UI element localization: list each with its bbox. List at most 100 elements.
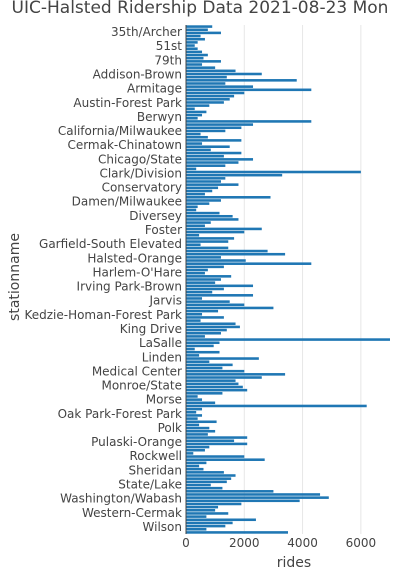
bar: [186, 145, 230, 148]
bar: [186, 167, 197, 171]
bar: [186, 331, 221, 335]
bar: [186, 31, 221, 35]
bar: [186, 113, 203, 117]
bar: [186, 499, 300, 503]
bar: [186, 199, 221, 202]
bar: [186, 104, 210, 107]
bar: [186, 56, 204, 60]
bar: [186, 531, 288, 534]
y-tick-label: Addison-Brown: [93, 67, 182, 81]
bar: [186, 249, 268, 253]
bar: [186, 518, 256, 522]
bar: [186, 350, 220, 354]
bar: [186, 357, 259, 360]
bar: [186, 436, 248, 439]
bar: [186, 347, 195, 351]
bar: [186, 452, 194, 455]
y-tick-label: Diversey: [129, 209, 182, 223]
bar: [186, 309, 219, 313]
bar: [186, 151, 242, 155]
bar: [186, 28, 208, 32]
bar: [186, 512, 229, 515]
x-axis-label: rides: [277, 555, 311, 571]
bar: [186, 37, 205, 41]
bar: [186, 129, 226, 133]
y-tick-label: Conservatory: [102, 181, 182, 195]
bar: [186, 294, 254, 297]
bar: [186, 177, 226, 180]
y-tick-label: Sheridan: [129, 463, 182, 477]
bar: [186, 464, 200, 468]
bar: [186, 417, 198, 420]
y-tick-label: Jarvis: [148, 294, 182, 308]
bar: [186, 306, 274, 310]
y-tick-label: California/Milwaukee: [58, 124, 182, 138]
bar: [186, 515, 207, 518]
bar: [186, 98, 230, 101]
bar: [186, 243, 201, 246]
y-tick-label: Wilson: [143, 520, 182, 534]
bar: [186, 363, 233, 367]
y-tick-label: Chicago/State: [98, 152, 182, 166]
bar: [186, 202, 210, 205]
bar: [186, 376, 262, 379]
bar: [186, 211, 220, 215]
bar: [186, 483, 211, 487]
bar: [186, 53, 208, 57]
bar: [186, 69, 236, 73]
bar: [186, 401, 216, 405]
bar: [186, 268, 208, 272]
bar: [186, 404, 367, 408]
bar: [186, 316, 224, 319]
bar: [186, 218, 239, 221]
y-tick-label: Morse: [146, 393, 182, 407]
bar: [186, 505, 219, 509]
y-tick-label: Garfield-South Elevated: [39, 237, 182, 251]
bar: [186, 328, 227, 332]
bar: [186, 275, 232, 278]
bar: [186, 158, 254, 161]
bar: [186, 110, 207, 114]
y-tick-label: 51st: [156, 39, 183, 53]
bar: [186, 527, 207, 531]
bar: [186, 281, 216, 284]
y-tick-label: Damen/Milwaukee: [72, 195, 182, 209]
bar: [186, 85, 254, 88]
y-tick-label: Kedzie-Homan-Forest Park: [24, 308, 182, 322]
bar: [186, 189, 213, 193]
y-tick-label: Foster: [145, 223, 182, 237]
bar: [186, 414, 203, 417]
y-tick-label: Western-Cermak: [82, 506, 182, 520]
bar: [186, 287, 224, 291]
x-tick-label: 6000: [346, 536, 377, 550]
bar: [186, 360, 210, 363]
bar: [186, 319, 201, 322]
bar: [186, 300, 230, 303]
bar: [186, 88, 312, 92]
bar: [186, 233, 200, 237]
y-tick-label: Armitage: [127, 82, 182, 96]
bar: [186, 237, 235, 240]
bar: [186, 303, 245, 307]
bar: [186, 208, 197, 212]
y-axis-label: stationname: [7, 233, 23, 321]
bar: [186, 471, 224, 474]
bar: [186, 486, 223, 490]
bar: [186, 395, 198, 398]
y-tick-label: Monroe/State: [101, 379, 182, 393]
bar: [186, 426, 210, 430]
bar: [186, 79, 297, 82]
y-tick-label: LaSalle: [139, 336, 182, 350]
bar: [186, 214, 233, 218]
y-tick-label: Linden: [142, 350, 182, 364]
y-tick-label: Halsted-Orange: [87, 251, 182, 265]
x-tick-label: 4000: [287, 536, 318, 550]
bar: [186, 467, 204, 471]
bar: [186, 66, 216, 69]
y-tick-label: Oak Park-Forest Park: [58, 407, 182, 421]
bar: [186, 388, 248, 392]
bar: [186, 132, 201, 136]
bar: [186, 60, 221, 63]
bar: [186, 230, 245, 234]
